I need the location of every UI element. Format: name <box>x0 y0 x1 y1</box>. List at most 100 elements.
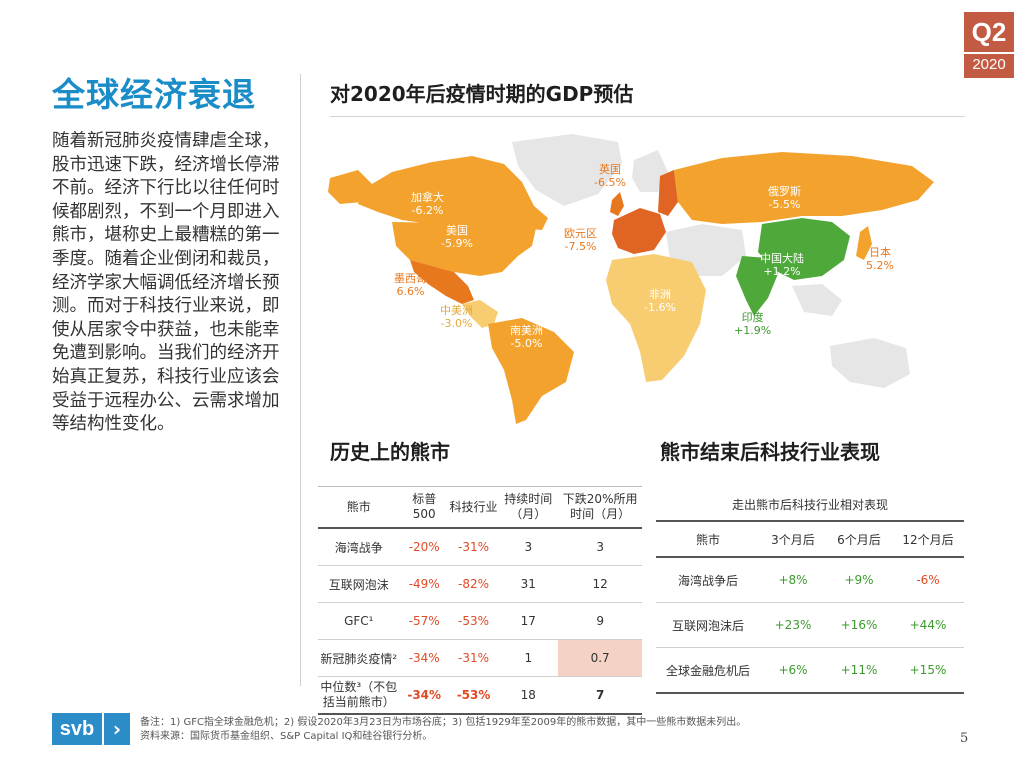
history-table: 熊市 标普 500 科技行业 持续时间（月） 下跌20%所用时间（月） 海湾战争… <box>318 486 642 715</box>
svb-logo: svb › <box>52 713 130 745</box>
cell-duration: 18 <box>498 676 559 715</box>
page-number: 5 <box>960 731 969 746</box>
table-row: 海湾战争 -20% -31% 3 3 <box>318 528 642 566</box>
performance-title: 熊市结束后科技行业表现 <box>660 440 880 464</box>
cell-12m: +44% <box>892 602 964 648</box>
quarter-label: Q2 <box>964 12 1014 52</box>
col-header-bear-market: 熊市 <box>656 520 760 558</box>
cell-12m: -6% <box>892 557 964 603</box>
cell-name: 全球金融危机后 <box>656 647 760 694</box>
cell-3m: +23% <box>760 602 826 648</box>
scandinavia-shape <box>632 150 668 192</box>
page-title: 全球经济衰退 <box>52 75 256 114</box>
table-header-row: 熊市 3个月后 6个月后 12个月后 <box>656 520 964 558</box>
map-label-eurozone: 欧元区 -7.5% <box>564 227 597 253</box>
table-row: 全球金融危机后 +6% +11% +15% <box>656 647 964 694</box>
cell-tech: -31% <box>448 639 499 677</box>
southeast-asia-shape <box>792 284 842 316</box>
cell-tech: -53% <box>448 676 499 715</box>
japan-shape <box>856 226 872 260</box>
table-row: 海湾战争后 +8% +9% -6% <box>656 557 964 603</box>
mexico-shape <box>410 260 474 304</box>
map-label-japan: 日本 5.2% <box>866 246 894 272</box>
cell-name: 海湾战争 <box>318 528 400 566</box>
cell-6m: +11% <box>826 647 892 694</box>
russia-shape <box>674 152 934 224</box>
cell-decline-time: 12 <box>558 565 642 603</box>
table-row-median: 中位数³（不包括当前熊市） -34% -53% 18 7 <box>318 676 642 715</box>
alaska-shape <box>328 170 372 204</box>
map-label-india: 印度 +1.9% <box>734 311 772 337</box>
map-title-rule <box>330 116 965 117</box>
col-header-decline-time: 下跌20%所用时间（月） <box>558 486 642 529</box>
footnote: 备注：1) GFC指全球金融危机；2) 假设2020年3月23日为市场谷底；3)… <box>140 716 940 744</box>
south-america-shape <box>488 318 574 424</box>
map-label-china: 中国大陆 +1.2% <box>760 252 804 278</box>
africa-shape <box>606 254 706 382</box>
map-label-mexico: 墨西哥 6.6% <box>394 272 427 298</box>
cell-decline-time: 7 <box>558 676 642 715</box>
cell-12m: +15% <box>892 647 964 694</box>
central-america-shape <box>462 300 498 328</box>
cell-name: 互联网泡沫 <box>318 565 400 603</box>
history-title: 历史上的熊市 <box>330 440 450 464</box>
map-label-africa: 非洲 -1.6% <box>644 288 676 314</box>
cell-3m: +8% <box>760 557 826 603</box>
australia-shape <box>830 338 910 388</box>
cell-sp500: -57% <box>399 602 449 640</box>
year-label: 2020 <box>964 52 1014 78</box>
cell-sp500: -49% <box>399 565 449 603</box>
col-header-6m: 6个月后 <box>826 520 892 558</box>
cell-6m: +16% <box>826 602 892 648</box>
cell-tech: -82% <box>448 565 499 603</box>
cell-decline-time-highlight: 0.7 <box>558 639 642 677</box>
cell-duration: 17 <box>498 602 559 640</box>
world-gdp-map <box>328 134 934 424</box>
cell-3m: +6% <box>760 647 826 694</box>
column-divider <box>300 74 301 686</box>
col-header-3m: 3个月后 <box>760 520 826 558</box>
logo-text: svb <box>52 713 102 745</box>
performance-table: 熊市 3个月后 6个月后 12个月后 海湾战争后 +8% +9% -6% 互联网… <box>656 520 964 694</box>
table-row: 互联网泡沫 -49% -82% 31 12 <box>318 565 642 603</box>
table-row: GFC¹ -57% -53% 17 9 <box>318 602 642 640</box>
cell-sp500: -34% <box>399 639 449 677</box>
india-shape <box>736 256 778 316</box>
intro-paragraph: 随着新冠肺炎疫情肆虐全球，股市迅速下跌，经济增长停滞不前。经济下行比以往任何时候… <box>52 131 280 435</box>
table-header-row: 熊市 标普 500 科技行业 持续时间（月） 下跌20%所用时间（月） <box>318 486 642 529</box>
canada-shape <box>358 156 548 230</box>
cell-duration: 3 <box>498 528 559 566</box>
footnote-sources: 资料来源：国际货币基金组织、S&P Capital IQ和硅谷银行分析。 <box>140 731 433 742</box>
cell-name: GFC¹ <box>318 602 400 640</box>
map-label-canada: 加拿大 -6.2% <box>411 191 444 217</box>
col-header-sp500: 标普 500 <box>399 486 449 529</box>
cell-name: 海湾战争后 <box>656 557 760 603</box>
cell-tech: -31% <box>448 528 499 566</box>
map-label-usa: 美国 -5.9% <box>441 224 473 250</box>
col-header-bear-market: 熊市 <box>318 486 400 529</box>
china-shape <box>758 218 850 280</box>
table-row: 互联网泡沫后 +23% +16% +44% <box>656 602 964 648</box>
cell-6m: +9% <box>826 557 892 603</box>
cell-sp500: -20% <box>399 528 449 566</box>
footnote-notes: 备注：1) GFC指全球金融危机；2) 假设2020年3月23日为市场谷底；3)… <box>140 717 747 728</box>
chevron-right-icon: › <box>104 713 130 745</box>
eurozone-shape <box>612 208 666 254</box>
cell-name: 互联网泡沫后 <box>656 602 760 648</box>
greenland-shape <box>512 134 622 206</box>
map-label-uk: 英国 -6.5% <box>594 163 626 189</box>
cell-sp500: -34% <box>399 676 449 715</box>
map-label-south-america: 南美洲 -5.0% <box>510 324 543 350</box>
usa-shape <box>392 222 536 276</box>
col-header-tech: 科技行业 <box>448 486 499 529</box>
uk-shape <box>610 192 624 216</box>
table-row: 新冠肺炎疫情² -34% -31% 1 0.7 <box>318 639 642 677</box>
cell-name: 中位数³（不包括当前熊市） <box>318 676 400 715</box>
map-title: 对2020年后疫情时期的GDP预估 <box>330 82 634 106</box>
col-header-duration: 持续时间（月） <box>498 486 559 529</box>
map-label-russia: 俄罗斯 -5.5% <box>768 185 801 211</box>
cell-duration: 1 <box>498 639 559 677</box>
cell-decline-time: 3 <box>558 528 642 566</box>
col-header-12m: 12个月后 <box>892 520 964 558</box>
eastern-europe-shape <box>658 170 678 216</box>
